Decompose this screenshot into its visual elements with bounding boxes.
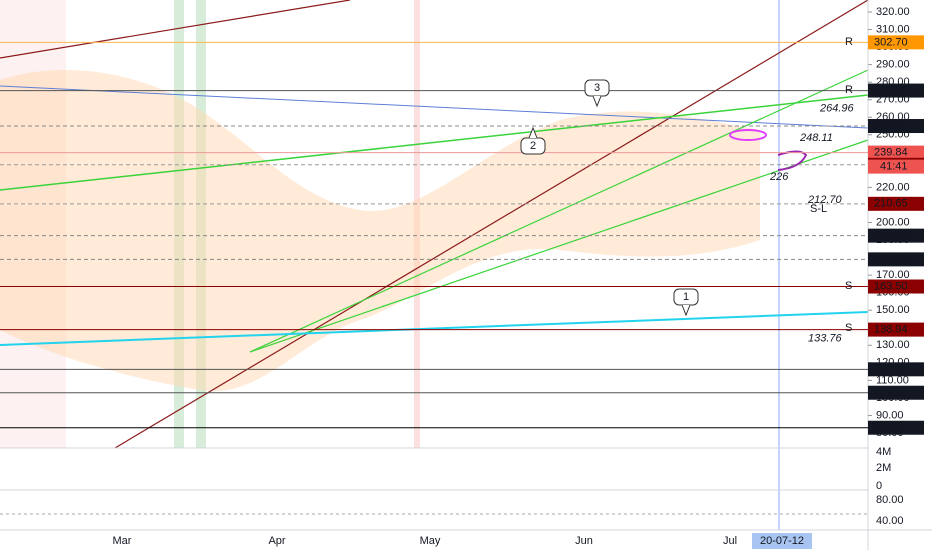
price-tag [868,385,924,400]
price-tag [868,119,924,134]
price-tag [868,252,924,267]
price-tag-label: 138.94 [874,324,908,336]
price-tag [868,35,924,50]
countdown: 41:41 [880,161,908,173]
trend-line [114,0,869,449]
oscillator-axis-label: 80.00 [876,494,904,506]
price-tick-label: 170.00 [876,269,910,281]
level-note: R [845,84,853,96]
price-tag-label: 239.84 [874,147,908,159]
trend-line [0,94,869,191]
callout-label: 3 [594,82,600,94]
price-tag-label: 302.70 [874,36,908,48]
level-label: 226 [769,171,789,183]
price-tag-label: 83.00 [874,422,902,434]
price-tag [868,279,924,294]
level-note: S [845,322,852,334]
price-tag-label: 192.50 [874,230,908,242]
volume-axis-label: 4M [876,446,891,458]
trend-line [249,139,869,353]
level-note: S [845,280,852,292]
price-tick-label: 110.00 [876,374,909,386]
time-label: Jul [723,535,737,547]
price-tag [868,228,924,243]
drawing [729,129,767,141]
oscillator-axis-label: 40.00 [876,515,904,527]
level-label: 212.70 [807,194,843,206]
volume-axis-label: 0 [876,480,882,492]
date-tag-label: 20-07-12 [760,535,804,547]
time-label: Jun [575,535,593,547]
trend-line [0,311,869,346]
price-tag-label: 116.30 [874,363,907,375]
price-tag [868,196,924,211]
price-tag [868,420,924,435]
level-label: 248.11 [799,132,833,144]
date-tag [752,533,812,549]
price-tag [868,322,924,337]
price-tag [868,83,924,98]
level-note: S-L [810,203,827,215]
callout-label: 2 [530,140,536,152]
price-tick-label: 200.00 [876,216,910,228]
level-note: R [845,36,853,48]
trend-line [0,0,351,59]
price-tag-label: 210.65 [874,198,908,210]
price-tag-label: 275.21 [874,84,908,96]
price-tick-label: 90.00 [876,409,904,421]
time-label: Mar [113,535,132,547]
price-tag [868,362,924,377]
price-tick-label: 220.00 [876,181,910,193]
price-tick-label: 320.00 [876,6,910,18]
price-tag-label: 163.50 [874,280,908,292]
price-tick-label: 310.00 [876,23,910,35]
time-label: Apr [268,535,285,547]
price-tag-label: 102.96 [874,387,908,399]
trend-line [0,85,869,129]
price-tag-label: 178.99 [874,253,908,265]
countdown-tag [868,159,924,174]
callout-pointer [528,126,538,139]
price-tag [868,145,924,160]
callout-label: 1 [683,291,689,303]
price-tick-label: 130.00 [876,339,910,351]
trend-line [249,69,869,353]
volume-axis-label: 2M [876,462,891,474]
band [0,70,760,392]
price-tag-label: 255.00 [874,120,908,132]
price-tick-label: 150.00 [876,304,910,316]
callout-pointer [592,95,602,108]
price-tick-label: 290.00 [876,59,910,71]
time-label: May [420,535,441,547]
level-label: 264.96 [819,102,855,114]
callout-pointer [681,304,691,317]
level-label: 133.76 [808,333,843,345]
